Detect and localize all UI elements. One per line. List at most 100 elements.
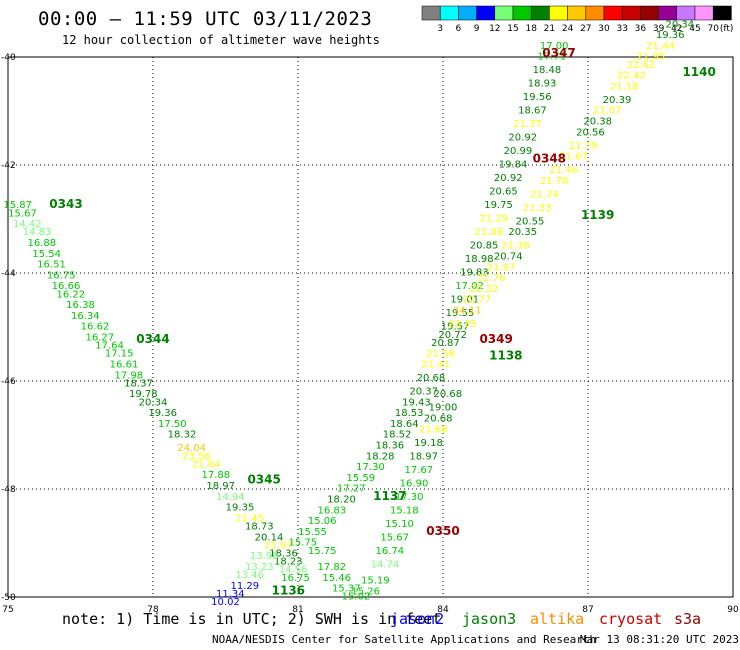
wave-height-value: 20.14	[255, 532, 284, 543]
wave-height-value: 14.83	[23, 227, 52, 238]
wave-height-value: 18.23	[274, 557, 303, 568]
wave-height-value: 19.18	[414, 438, 443, 449]
colorbar-swatch	[530, 5, 550, 21]
wave-height-value: 20.55	[516, 216, 545, 227]
wave-height-value: 20.99	[504, 146, 533, 157]
wave-height-value: 15.54	[32, 249, 61, 260]
wave-height-value: 20.56	[576, 127, 605, 138]
wave-height-value: 20.34	[139, 397, 168, 408]
wave-height-value: 22.76	[477, 273, 506, 284]
pass-time-label: 1137	[373, 489, 406, 503]
wave-height-value: 11.34	[216, 589, 245, 600]
wave-height-value: 18.37	[124, 378, 153, 389]
colorbar-tick-label: 15	[507, 24, 518, 34]
wave-height-value: 19.36	[656, 30, 685, 41]
wave-height-value: 15.26	[351, 586, 380, 597]
pass-time-label: 0347	[542, 46, 575, 60]
wave-height-value: 17.02	[455, 281, 484, 292]
pass-time-label: 1140	[682, 65, 715, 79]
wave-height-value: 21.74	[530, 189, 559, 200]
legend-jason2: jason2	[390, 610, 445, 628]
colorbar-swatch	[567, 5, 587, 21]
wave-height-value: 21.79	[569, 141, 598, 152]
wave-height-value: 17.27	[337, 484, 366, 495]
pass-time-label: 0348	[533, 151, 566, 165]
wave-height-value: 16.88	[28, 238, 57, 249]
wave-height-value: 14.74	[371, 559, 400, 570]
wave-height-value: 15.46	[322, 573, 351, 584]
y-tick-label: -40	[1, 53, 16, 63]
colorbar-tick-label: 70	[707, 24, 719, 34]
wave-height-value: 16.75	[281, 573, 310, 584]
wave-height-value: 20.68	[434, 389, 463, 400]
pass-time-label: 1136	[272, 583, 305, 597]
colorbar-swatch	[621, 5, 641, 21]
pass-time-label: 1138	[489, 348, 522, 362]
wave-height-value: 20.74	[494, 252, 523, 263]
wave-height-value: 17.67	[405, 465, 434, 476]
wave-height-value: 19.57	[441, 322, 470, 333]
pass-time-label: 0350	[426, 524, 459, 538]
colorbar-swatch	[603, 5, 623, 21]
colorbar-swatch	[676, 5, 696, 21]
wave-height-value: 18.97	[206, 481, 235, 492]
wave-height-value: 15.55	[298, 527, 327, 538]
wave-height-value: 20.39	[603, 95, 632, 106]
wave-height-value: 17.50	[158, 419, 187, 430]
wave-height-value: 15.18	[390, 505, 419, 516]
wave-height-value: 21.95	[637, 52, 666, 63]
y-tick-label: -46	[1, 377, 16, 387]
colorbar-swatch	[512, 5, 532, 21]
wave-height-value: 15.67	[8, 208, 37, 219]
wave-height-value: 17.88	[202, 470, 231, 481]
wave-height-value: 15.10	[385, 519, 414, 530]
colorbar-swatch	[494, 5, 514, 21]
wave-height-value: 18.53	[395, 408, 424, 419]
wave-height-value: 15.75	[308, 546, 337, 557]
wave-height-value: 21.64	[192, 459, 221, 470]
timestamp-text: Mar 13 08:31:20 UTC 2023	[580, 633, 739, 646]
wave-height-value: 17.00	[540, 41, 569, 52]
wave-height-value: 20.68	[424, 414, 453, 425]
wave-height-value: 16.34	[71, 311, 100, 322]
wave-height-value: 21.78	[540, 176, 569, 187]
colorbar-tick-label: 12	[489, 24, 500, 34]
wave-height-value: 20.38	[583, 117, 612, 128]
wave-height-value: 16.51	[37, 260, 66, 271]
wave-height-value: 11.29	[231, 581, 260, 592]
y-tick-label: -48	[1, 485, 16, 495]
wave-height-value: 18.52	[383, 430, 412, 441]
wave-height-value: 21.46	[550, 165, 579, 176]
pass-time-label: 0345	[247, 473, 280, 487]
wave-height-value: 16.74	[376, 546, 405, 557]
wave-height-value: 21.97	[264, 540, 293, 551]
wave-height-value: 17.15	[105, 349, 134, 360]
wave-height-value: 17.82	[318, 562, 347, 573]
plot-frame	[7, 56, 734, 598]
wave-height-value: 13.95	[250, 551, 279, 562]
wave-height-value: 17.98	[115, 370, 144, 381]
wave-height-value: 20.68	[417, 373, 446, 384]
legend-jason3: jason3	[462, 610, 517, 628]
wave-height-value: 18.67	[518, 106, 547, 117]
wave-height-value: 18.97	[409, 451, 438, 462]
wave-height-value: 21.33	[523, 203, 552, 214]
wave-height-value: 20.92	[508, 133, 537, 144]
wave-height-value: 14.56	[279, 565, 308, 576]
wave-height-value: 19.78	[129, 389, 158, 400]
wave-height-value: 21.45	[235, 513, 264, 524]
wave-height-value: 19.36	[148, 408, 177, 419]
wave-height-value: 18.20	[327, 495, 356, 506]
wave-height-value: 21.29	[479, 214, 508, 225]
wave-height-value: 13.23	[245, 562, 274, 573]
colorbar-swatch	[439, 5, 459, 21]
wave-height-value: 18.64	[390, 419, 419, 430]
colorbar-tick-label: 9	[474, 24, 480, 34]
pass-time-label: 0349	[479, 332, 512, 346]
wave-height-value: 19.01	[450, 295, 479, 306]
legend-cryosat: cryosat	[599, 610, 663, 628]
x-tick-label: 78	[147, 605, 159, 615]
wave-height-value: 23.56	[182, 451, 211, 462]
wave-height-value: 21.56	[426, 349, 455, 360]
wave-height-value: 18.28	[366, 451, 395, 462]
